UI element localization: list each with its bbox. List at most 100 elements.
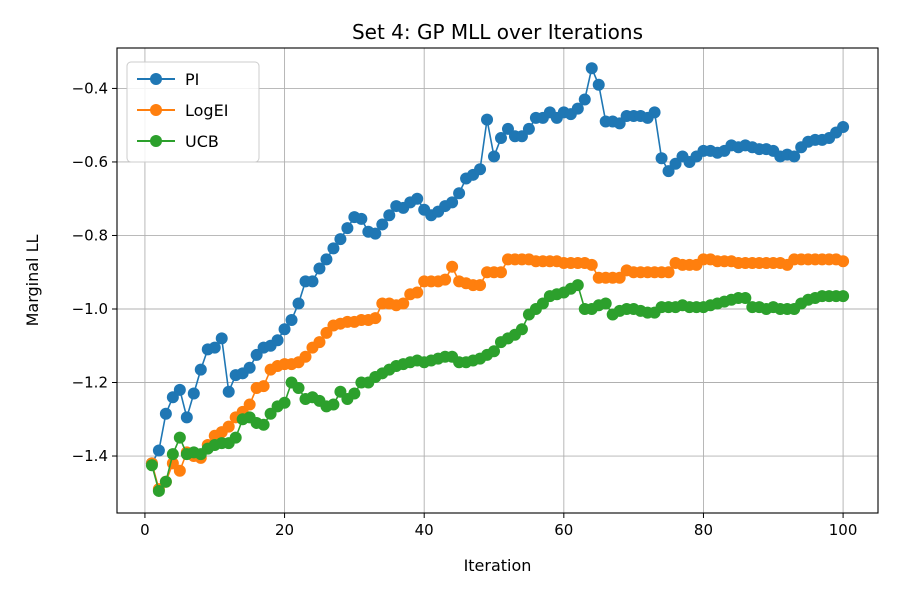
- x-tick-label: 20: [275, 521, 294, 539]
- data-point: [208, 341, 221, 354]
- data-point: [152, 484, 165, 497]
- y-tick-label: −0.4: [72, 79, 108, 97]
- y-tick-label: −1.4: [72, 447, 108, 465]
- data-point: [306, 275, 319, 288]
- data-point: [222, 385, 235, 398]
- data-point: [494, 132, 507, 145]
- data-point: [173, 464, 186, 477]
- data-point: [145, 459, 158, 472]
- y-tick-label: −0.6: [72, 153, 108, 171]
- data-point: [571, 102, 584, 115]
- data-point: [411, 286, 424, 299]
- data-point: [474, 163, 487, 176]
- data-point: [648, 106, 661, 119]
- data-point: [313, 262, 326, 275]
- data-point: [278, 396, 291, 409]
- data-point: [837, 290, 850, 303]
- data-point: [494, 266, 507, 279]
- data-point: [355, 212, 368, 225]
- data-point: [285, 314, 298, 327]
- legend-label: UCB: [185, 132, 219, 151]
- chart-title: Set 4: GP MLL over Iterations: [352, 20, 643, 44]
- x-tick-label: 60: [554, 521, 573, 539]
- data-point: [599, 297, 612, 310]
- data-point: [159, 407, 172, 420]
- data-point: [257, 418, 270, 431]
- data-point: [278, 323, 291, 336]
- series-ucb: [145, 279, 850, 497]
- y-tick-label: −0.8: [72, 226, 108, 244]
- legend-item-logei: LogEI: [137, 101, 228, 120]
- data-point: [571, 279, 584, 292]
- data-point: [292, 297, 305, 310]
- data-point: [481, 113, 494, 126]
- x-tick-label: 80: [694, 521, 713, 539]
- data-point: [152, 444, 165, 457]
- x-tick-label: 40: [415, 521, 434, 539]
- data-point: [439, 273, 452, 286]
- data-point: [166, 448, 179, 461]
- data-point: [173, 383, 186, 396]
- data-point: [383, 209, 396, 222]
- data-point: [243, 361, 256, 374]
- legend-label: PI: [185, 70, 199, 89]
- data-point: [592, 78, 605, 91]
- data-point: [446, 196, 459, 209]
- legend: PI LogEI UCB: [126, 61, 260, 163]
- data-point: [173, 431, 186, 444]
- data-point: [397, 297, 410, 310]
- data-point: [488, 150, 501, 163]
- legend-item-ucb: UCB: [137, 132, 219, 151]
- data-point: [194, 363, 207, 376]
- data-point: [585, 258, 598, 271]
- data-point: [341, 222, 354, 235]
- y-axis-label: Marginal LL: [23, 235, 42, 327]
- data-point: [299, 350, 312, 363]
- data-point: [655, 152, 668, 165]
- data-point: [739, 291, 752, 304]
- plot-frame: [116, 47, 879, 514]
- x-tick-label: 100: [829, 521, 858, 539]
- data-point: [662, 266, 675, 279]
- data-point: [837, 255, 850, 268]
- data-point: [327, 242, 340, 255]
- data-point: [522, 122, 535, 135]
- data-point: [180, 411, 193, 424]
- legend-swatch-marker: [150, 73, 162, 85]
- data-point: [578, 93, 591, 106]
- legend-swatch-marker: [150, 135, 162, 147]
- y-tick-label: −1.0: [72, 300, 108, 318]
- legend-label: LogEI: [185, 101, 228, 120]
- data-point: [257, 380, 270, 393]
- legend-swatch-marker: [150, 104, 162, 116]
- data-point: [837, 121, 850, 134]
- data-point: [271, 334, 284, 347]
- data-point: [369, 312, 382, 325]
- data-point: [453, 187, 466, 200]
- y-tick-label: −1.2: [72, 374, 108, 392]
- series-logei: [145, 253, 850, 496]
- data-point: [292, 382, 305, 395]
- data-point: [515, 323, 528, 336]
- x-tick-label: 0: [140, 521, 150, 539]
- data-point: [243, 398, 256, 411]
- data-point: [376, 218, 389, 231]
- x-axis-label: Iteration: [464, 556, 532, 575]
- data-point: [327, 398, 340, 411]
- data-point: [585, 62, 598, 75]
- legend-item-pi: PI: [137, 70, 199, 89]
- data-point: [334, 233, 347, 246]
- data-point: [159, 475, 172, 488]
- series-pi: [145, 62, 850, 470]
- data-point: [446, 260, 459, 273]
- data-point: [788, 150, 801, 163]
- tick-layer: 0 20 40 60 80 100 −1.4 −1.2 −1.0 −0.8 −0.6 −0.4: [72, 79, 858, 539]
- data-point: [411, 192, 424, 205]
- data-point: [229, 431, 242, 444]
- data-point: [474, 279, 487, 292]
- series-layer: [145, 62, 850, 497]
- data-point: [369, 227, 382, 240]
- data-point: [488, 345, 501, 358]
